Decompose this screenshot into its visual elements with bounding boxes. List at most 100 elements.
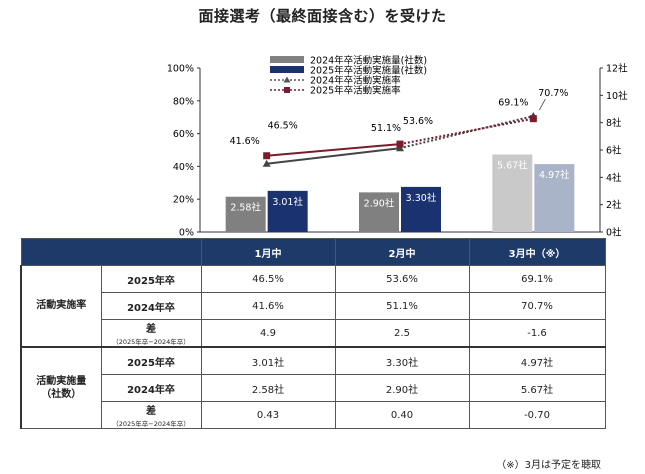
table-cell: 2.58社 — [200, 374, 336, 402]
footnote: （※）3月は予定を聴取 — [496, 460, 601, 471]
line-2024-solid — [266, 147, 401, 165]
table-group-label-line: 活動実施量 — [36, 375, 87, 387]
table-column-header: 2月中 — [334, 238, 470, 266]
right-axis-tick-label: 10社 — [606, 90, 628, 102]
legend-label: 2025年卒活動実施量(社数) — [310, 65, 427, 77]
table-cell: 0.43 — [200, 401, 336, 429]
bar-2025-label: 3.30社 — [406, 192, 437, 204]
bar-2024 — [359, 192, 399, 232]
table-group-label-line: 活動実施率 — [36, 300, 87, 312]
table-row-note: （2025年卒−2024年卒） — [112, 338, 190, 346]
bar-2025 — [401, 186, 441, 232]
table-cell: 46.5% — [200, 265, 336, 293]
bar-2024-label: 2.58社 — [230, 202, 261, 214]
legend-label: 2024年卒活動実施率 — [310, 75, 401, 87]
bar-2024-label: 2.90社 — [364, 197, 395, 209]
combo-chart: 0% 20% 40% 60% 80% 100% 0社 2社 4社 6社 8社 10社 12社 2.58社 3… — [167, 55, 628, 239]
line-2025-label: 53.6% — [403, 116, 433, 127]
legend-label: 2025年卒活動実施率 — [310, 85, 401, 97]
table-row-label-text: 2024年卒 — [127, 384, 175, 396]
bar-2025 — [267, 190, 308, 232]
table-group-label-line: （社数） — [41, 389, 82, 400]
table-cell: 70.7% — [468, 292, 606, 320]
table-row-label: 2025年卒 — [100, 265, 202, 293]
line-2024-label: 41.6% — [230, 136, 260, 147]
right-axis-tick-label: 8社 — [606, 117, 622, 129]
table-cell: 4.97社 — [468, 346, 606, 375]
bar-2025 — [534, 164, 575, 232]
table-cell: -0.70 — [468, 401, 606, 429]
marker-2025 — [263, 152, 271, 160]
legend-label: 2024年卒活動実施量(社数) — [310, 55, 427, 67]
line-2025-label: 46.5% — [268, 121, 298, 132]
left-axis-tick-label: 100% — [167, 64, 194, 75]
line-2025-solid — [266, 143, 401, 157]
bar-2025-label: 4.97社 — [539, 169, 570, 181]
table-row: 活動実施量 （社数） 2025年卒 3.01社 3.30社 4.97社 — [20, 346, 606, 429]
table-row: 2024年卒 41.6% 51.1% 70.7% — [21, 292, 606, 320]
marker-2024 — [396, 144, 404, 152]
table-cell: 51.1% — [334, 292, 470, 320]
marker-2024 — [262, 159, 271, 167]
left-axis-tick-label: 40% — [173, 162, 194, 173]
table-cell: 2.5 — [334, 319, 470, 348]
page-title: 面接選考（最終面接含む）を受けた — [198, 7, 447, 25]
right-axis-tick-label: 2社 — [606, 199, 622, 211]
table-cell: 4.9 — [200, 319, 336, 348]
data-table: 1月中 2月中 3月中（※） 活動実施率 2025年卒 46.5% 53.6% 69.1% 20… — [20, 238, 606, 429]
table-row-label-text: 差 — [146, 406, 156, 417]
table-column-header: 1月中 — [200, 238, 336, 266]
bar-2025-label: 3.01社 — [272, 196, 303, 208]
table-cell: 5.67社 — [468, 374, 606, 402]
legend-swatch-bar — [270, 56, 304, 63]
line-2025-dotted — [399, 117, 534, 146]
table-column-header: 3月中（※） — [468, 238, 606, 266]
table-cell: 0.40 — [334, 401, 470, 429]
line-2025-label: 69.1% — [498, 98, 528, 109]
table-group-label: 活動実施率 — [20, 265, 102, 348]
bar-2024 — [225, 196, 266, 232]
left-axis-tick-label: 0% — [179, 228, 194, 239]
table-cell: 2.90社 — [334, 374, 470, 402]
right-axis-tick-label: 6社 — [606, 145, 622, 157]
right-axis-tick-label: 4社 — [606, 172, 622, 184]
line-2024-dotted — [399, 115, 534, 150]
table-row-label: 2024年卒 — [100, 374, 202, 402]
label-leader-line — [538, 98, 546, 111]
table-cell: 53.6% — [334, 265, 470, 293]
table-cell: 69.1% — [468, 265, 606, 293]
table-row-label: 2025年卒 — [100, 346, 202, 375]
bar-2024 — [492, 154, 533, 232]
right-axis-tick-label: 0社 — [606, 227, 622, 239]
table-cell: -1.6 — [468, 319, 606, 348]
legend-swatch-bar — [270, 66, 304, 73]
marker-2025 — [396, 140, 404, 148]
table-row-label-text: 2025年卒 — [127, 357, 175, 369]
line-2024-label: 70.7% — [538, 88, 568, 99]
left-axis-tick-label: 20% — [173, 195, 194, 206]
legend-marker-triangle — [283, 76, 291, 83]
legend-marker-square — [284, 87, 290, 93]
table-row-label: 2024年卒 — [100, 292, 202, 320]
line-2024-label: 51.1% — [371, 123, 401, 134]
table-row-label: 差 （2025年卒−2024年卒） — [100, 401, 202, 429]
table-cell: 41.6% — [200, 292, 336, 320]
right-axis-tick-label: 12社 — [606, 63, 628, 75]
table-cell: 3.01社 — [200, 346, 336, 375]
table-row-label: 差 （2025年卒−2024年卒） — [100, 319, 202, 348]
table-row-note: （2025年卒−2024年卒） — [112, 420, 190, 428]
table-row-label-text: 2025年卒 — [127, 275, 175, 287]
left-axis-tick-label: 60% — [173, 129, 194, 140]
table-row: 2024年卒 2.58社 2.90社 5.67社 — [21, 374, 606, 402]
table-row-label-text: 差 — [146, 324, 156, 335]
table-header-row: 1月中 2月中 3月中（※） — [20, 238, 606, 266]
left-axis-tick-label: 80% — [173, 96, 194, 107]
table-cell: 3.30社 — [334, 346, 470, 375]
table-row: 差 （2025年卒−2024年卒） 4.9 2.5 -1.6 — [21, 319, 606, 348]
table-header-blank — [20, 238, 202, 266]
table-row: 活動実施率 2025年卒 46.5% 53.6% 69.1% — [20, 265, 606, 348]
table-row: 差 （2025年卒−2024年卒） 0.43 0.40 -0.70 — [21, 401, 606, 429]
table-group-label: 活動実施量 （社数） — [20, 346, 102, 429]
table-row-label-text: 2024年卒 — [127, 302, 175, 314]
